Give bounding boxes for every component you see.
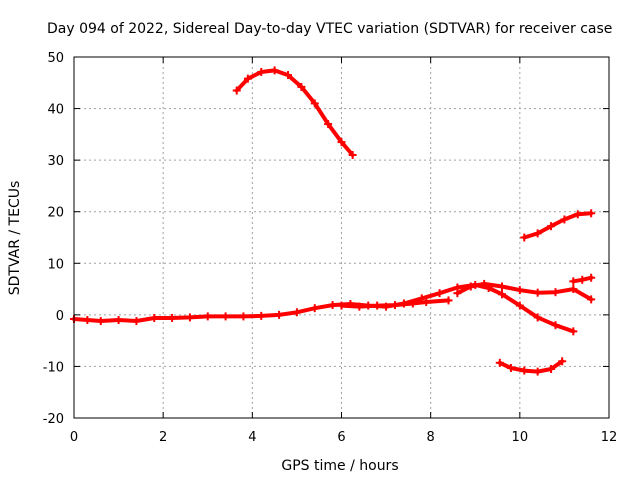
x-tick-label: 6 bbox=[337, 430, 345, 445]
data-point bbox=[515, 286, 524, 295]
y-axis-label: SDTVAR / TECUs bbox=[7, 181, 23, 296]
data-point bbox=[221, 312, 230, 321]
data-point bbox=[297, 82, 306, 91]
x-axis-label: GPS time / hours bbox=[281, 458, 398, 474]
data-point bbox=[453, 289, 462, 298]
y-tick-label: 30 bbox=[47, 154, 64, 169]
data-point bbox=[587, 209, 596, 218]
y-tick-label: 20 bbox=[47, 206, 64, 221]
data-point bbox=[185, 313, 194, 322]
series-line-arc-2 bbox=[234, 68, 355, 157]
y-tick-label: -10 bbox=[43, 360, 64, 375]
data-point bbox=[520, 366, 529, 375]
data-point bbox=[310, 304, 319, 313]
data-point bbox=[520, 233, 529, 242]
data-point bbox=[408, 299, 417, 308]
data-point bbox=[239, 312, 248, 321]
y-tick-label: 50 bbox=[47, 51, 64, 66]
data-point bbox=[533, 367, 542, 376]
data-point bbox=[355, 302, 364, 311]
data-point bbox=[506, 363, 515, 372]
data-point bbox=[569, 277, 578, 286]
x-tick-label: 10 bbox=[512, 430, 529, 445]
x-tick-label: 2 bbox=[159, 430, 167, 445]
data-point bbox=[203, 312, 212, 321]
data-point bbox=[83, 316, 92, 325]
series-layer bbox=[70, 66, 596, 376]
data-point bbox=[498, 282, 506, 291]
x-tick-label: 12 bbox=[601, 430, 618, 445]
y-tick-label: 40 bbox=[47, 103, 64, 118]
data-point bbox=[558, 357, 567, 366]
data-point bbox=[569, 327, 578, 336]
data-point bbox=[132, 317, 141, 326]
data-point bbox=[573, 210, 582, 219]
data-point bbox=[533, 288, 542, 297]
data-point bbox=[444, 296, 453, 305]
x-tick-label: 4 bbox=[248, 430, 256, 445]
data-point bbox=[168, 313, 177, 322]
data-point bbox=[551, 288, 560, 297]
data-point bbox=[480, 279, 489, 288]
series-line-arc-4 bbox=[455, 281, 594, 302]
data-point bbox=[569, 285, 578, 294]
y-tick-label: 10 bbox=[47, 257, 64, 272]
data-point bbox=[96, 317, 105, 326]
series-line-arc-1 bbox=[72, 282, 576, 334]
data-point bbox=[337, 301, 346, 310]
x-tick-label: 0 bbox=[70, 430, 78, 445]
data-point bbox=[466, 282, 475, 291]
data-point bbox=[292, 308, 301, 317]
data-point bbox=[391, 301, 399, 310]
grid bbox=[74, 57, 609, 418]
data-point bbox=[533, 313, 542, 322]
data-point bbox=[257, 311, 266, 320]
data-point bbox=[348, 150, 357, 159]
data-point bbox=[547, 222, 556, 231]
data-point bbox=[435, 289, 444, 298]
data-point bbox=[150, 313, 159, 322]
y-tick-label: 0 bbox=[56, 309, 64, 324]
data-point bbox=[515, 301, 524, 310]
data-point bbox=[270, 66, 279, 75]
data-point bbox=[560, 215, 569, 224]
data-point bbox=[551, 321, 560, 330]
data-point bbox=[114, 316, 123, 325]
data-point bbox=[578, 275, 587, 284]
data-point bbox=[310, 99, 319, 108]
data-point bbox=[243, 74, 252, 83]
data-point bbox=[328, 301, 337, 310]
data-point bbox=[284, 71, 292, 80]
data-point bbox=[324, 120, 333, 129]
data-point bbox=[422, 297, 431, 306]
data-point bbox=[498, 290, 506, 299]
ticks: 0 2 4 6 8 10 12 -20 -10 0 10 20 30 40 50 bbox=[43, 51, 618, 445]
y-tick-label: -20 bbox=[43, 412, 64, 427]
data-point bbox=[533, 229, 542, 238]
data-point bbox=[257, 67, 266, 76]
data-point bbox=[547, 365, 556, 374]
x-tick-label: 8 bbox=[427, 430, 435, 445]
chart-title: Day 094 of 2022, Sidereal Day-to-day VTE… bbox=[47, 21, 612, 37]
data-point bbox=[337, 138, 346, 147]
data-point bbox=[232, 86, 241, 95]
data-point bbox=[495, 358, 504, 367]
data-point bbox=[373, 301, 382, 310]
data-point bbox=[275, 310, 284, 319]
data-point bbox=[587, 273, 596, 282]
data-point bbox=[587, 295, 596, 304]
